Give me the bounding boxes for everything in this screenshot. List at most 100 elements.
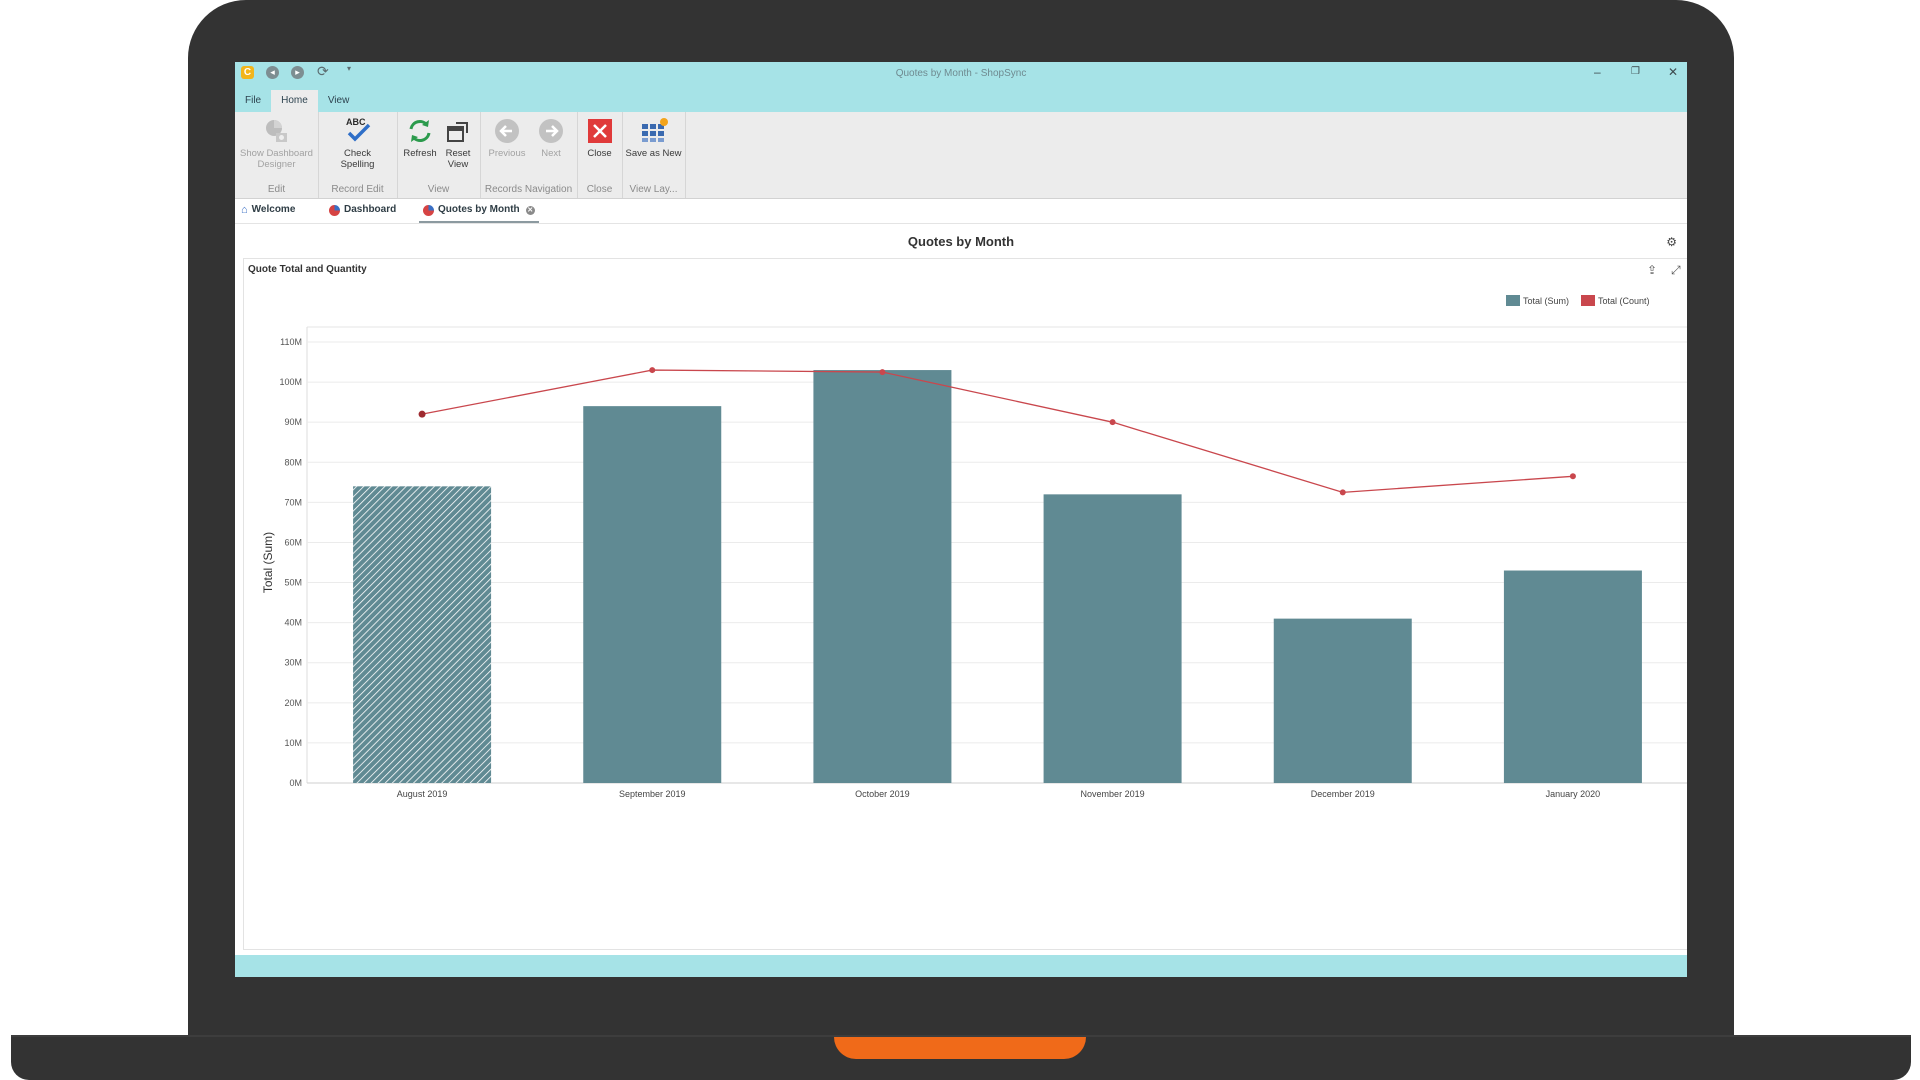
y-tick-label: 40M <box>284 618 302 628</box>
legend-label: Total (Sum) <box>1523 296 1569 306</box>
filter-settings-icon[interactable]: ⚙ <box>1666 235 1677 249</box>
save-layout-icon <box>639 116 669 146</box>
ribbon: Show Dashboard Designer Edit ABC Check S… <box>235 112 1687 199</box>
forward-icon[interactable]: ▸ <box>291 66 304 79</box>
button-label: Designer <box>257 159 296 170</box>
button-label: Save as New <box>625 148 682 159</box>
dashboard-designer-icon <box>262 116 292 146</box>
group-label: Close <box>586 184 613 195</box>
menu-tab-view[interactable]: View <box>327 95 350 106</box>
refresh-icon <box>405 116 435 146</box>
menu-bar: File Home View <box>235 90 359 112</box>
line-point <box>1569 473 1576 480</box>
ribbon-group-edit: Show Dashboard Designer Edit <box>235 112 319 198</box>
ribbon-group-record-edit: ABC Check Spelling Record Edit <box>318 112 398 198</box>
show-dashboard-designer-button[interactable]: Show Dashboard Designer <box>235 116 318 170</box>
restore-button[interactable]: ❐ <box>1631 66 1640 77</box>
y-tick-label: 100M <box>279 377 302 387</box>
window-title: Quotes by Month - ShopSync <box>895 68 1027 79</box>
y-tick-label: 90M <box>284 417 302 427</box>
bar <box>583 406 722 783</box>
y-axis-title: Total (Sum) <box>261 532 275 593</box>
spell-check-icon: ABC <box>343 116 373 146</box>
x-tick-label: December 2019 <box>1311 789 1375 799</box>
line-point <box>1109 419 1116 426</box>
refresh-button[interactable]: Refresh <box>401 116 439 159</box>
x-tick-label: September 2019 <box>619 789 686 799</box>
line-point <box>1339 489 1346 496</box>
line-point <box>418 410 426 418</box>
group-label: Records Navigation <box>484 184 573 195</box>
bar <box>1043 494 1182 783</box>
export-icon[interactable]: ⇪ <box>1647 263 1658 277</box>
quick-access-dropdown-icon[interactable]: ▾ <box>347 64 352 73</box>
quick-refresh-icon[interactable]: ⟳ <box>317 63 329 79</box>
save-as-new-button[interactable]: Save as New <box>622 116 685 159</box>
bar <box>1273 618 1412 783</box>
previous-button[interactable]: Previous <box>484 116 530 159</box>
tab-label: Welcome <box>251 204 296 215</box>
button-label: Show Dashboard <box>240 148 313 159</box>
close-icon <box>585 116 615 146</box>
abc-glyph: ABC <box>346 117 366 127</box>
close-window-button[interactable]: ✕ <box>1668 65 1679 79</box>
panel-title: Quote Total and Quantity <box>248 264 367 275</box>
line-point <box>879 369 886 376</box>
line-point <box>649 367 656 374</box>
group-label: Record Edit <box>331 184 384 195</box>
chart-panel: Quote Total and Quantity ⇪ ⤢ 0M 10M 20M 30M… <box>243 258 1687 950</box>
reset-view-icon <box>443 116 473 146</box>
maximize-icon[interactable]: ⤢ <box>1671 263 1681 277</box>
ribbon-group-records-navigation: Previous Next Records Navigation <box>480 112 578 198</box>
laptop-hinge <box>11 1035 1911 1037</box>
button-label: Next <box>541 148 561 159</box>
ribbon-group-view: Refresh Reset View View <box>397 112 481 198</box>
check-spelling-button[interactable]: ABC Check Spelling <box>318 116 397 170</box>
laptop-notch <box>834 1037 1086 1059</box>
button-label: Previous <box>488 148 526 159</box>
bar <box>813 370 952 783</box>
app-logo-icon: C <box>241 66 254 79</box>
reset-view-button[interactable]: Reset View <box>439 116 477 170</box>
close-tab-icon[interactable]: ✕ <box>525 205 535 215</box>
arrow-left-icon <box>492 116 522 146</box>
tab-dashboard[interactable]: Dashboard <box>329 199 396 221</box>
menu-tab-file[interactable]: File <box>245 95 262 106</box>
document-tab-bar: ⌂ Welcome Dashboard Quotes by Month ✕ <box>235 199 1687 224</box>
bar-line-chart: 0M 10M 20M 30M 40M 50M 60M 70M 80M 90M 100M 110M Tot… <box>261 295 1687 799</box>
x-tick-label: August 2019 <box>397 789 448 799</box>
dashboard-icon <box>423 204 434 216</box>
menu-tab-home[interactable]: Home <box>271 90 318 112</box>
y-tick-label: 10M <box>284 738 302 748</box>
y-tick-label: 20M <box>284 698 302 708</box>
group-label: View <box>427 184 450 195</box>
dashboard-title: Quotes by Month <box>907 234 1015 249</box>
minimize-button[interactable]: – <box>1594 65 1601 79</box>
button-label: Close <box>587 148 612 159</box>
button-label: Reset <box>445 148 471 159</box>
dashboard-icon <box>329 204 340 216</box>
back-icon[interactable]: ◂ <box>266 66 279 79</box>
x-tick-label: January 2020 <box>1546 789 1601 799</box>
tab-label: Dashboard <box>344 204 397 215</box>
tab-label: Quotes by Month <box>438 204 520 215</box>
ribbon-group-view-layout: Save as New View Lay... <box>622 112 686 198</box>
close-button[interactable]: Close <box>579 116 620 159</box>
legend-label: Total (Count) <box>1598 296 1650 306</box>
y-tick-label: 60M <box>284 537 302 547</box>
title-bar: C ◂ ▸ ⟳ ▾ Quotes by Month - ShopSync – ❐… <box>235 62 1687 112</box>
x-tick-label: October 2019 <box>855 789 910 799</box>
y-tick-label: 50M <box>284 578 302 588</box>
y-tick-label: 70M <box>284 497 302 507</box>
x-tick-label: November 2019 <box>1081 789 1145 799</box>
next-button[interactable]: Next <box>528 116 574 159</box>
y-tick-label: 110M <box>280 337 302 347</box>
tab-quotes-by-month[interactable]: Quotes by Month ✕ <box>419 199 539 223</box>
group-label: Edit <box>267 184 286 195</box>
app-window: C ◂ ▸ ⟳ ▾ Quotes by Month - ShopSync – ❐… <box>235 62 1687 977</box>
bar <box>353 486 492 783</box>
tab-welcome[interactable]: ⌂ Welcome <box>241 199 295 221</box>
y-tick-label: 80M <box>284 457 302 467</box>
line-series-total-count <box>421 369 1573 493</box>
legend-swatch <box>1581 295 1595 306</box>
